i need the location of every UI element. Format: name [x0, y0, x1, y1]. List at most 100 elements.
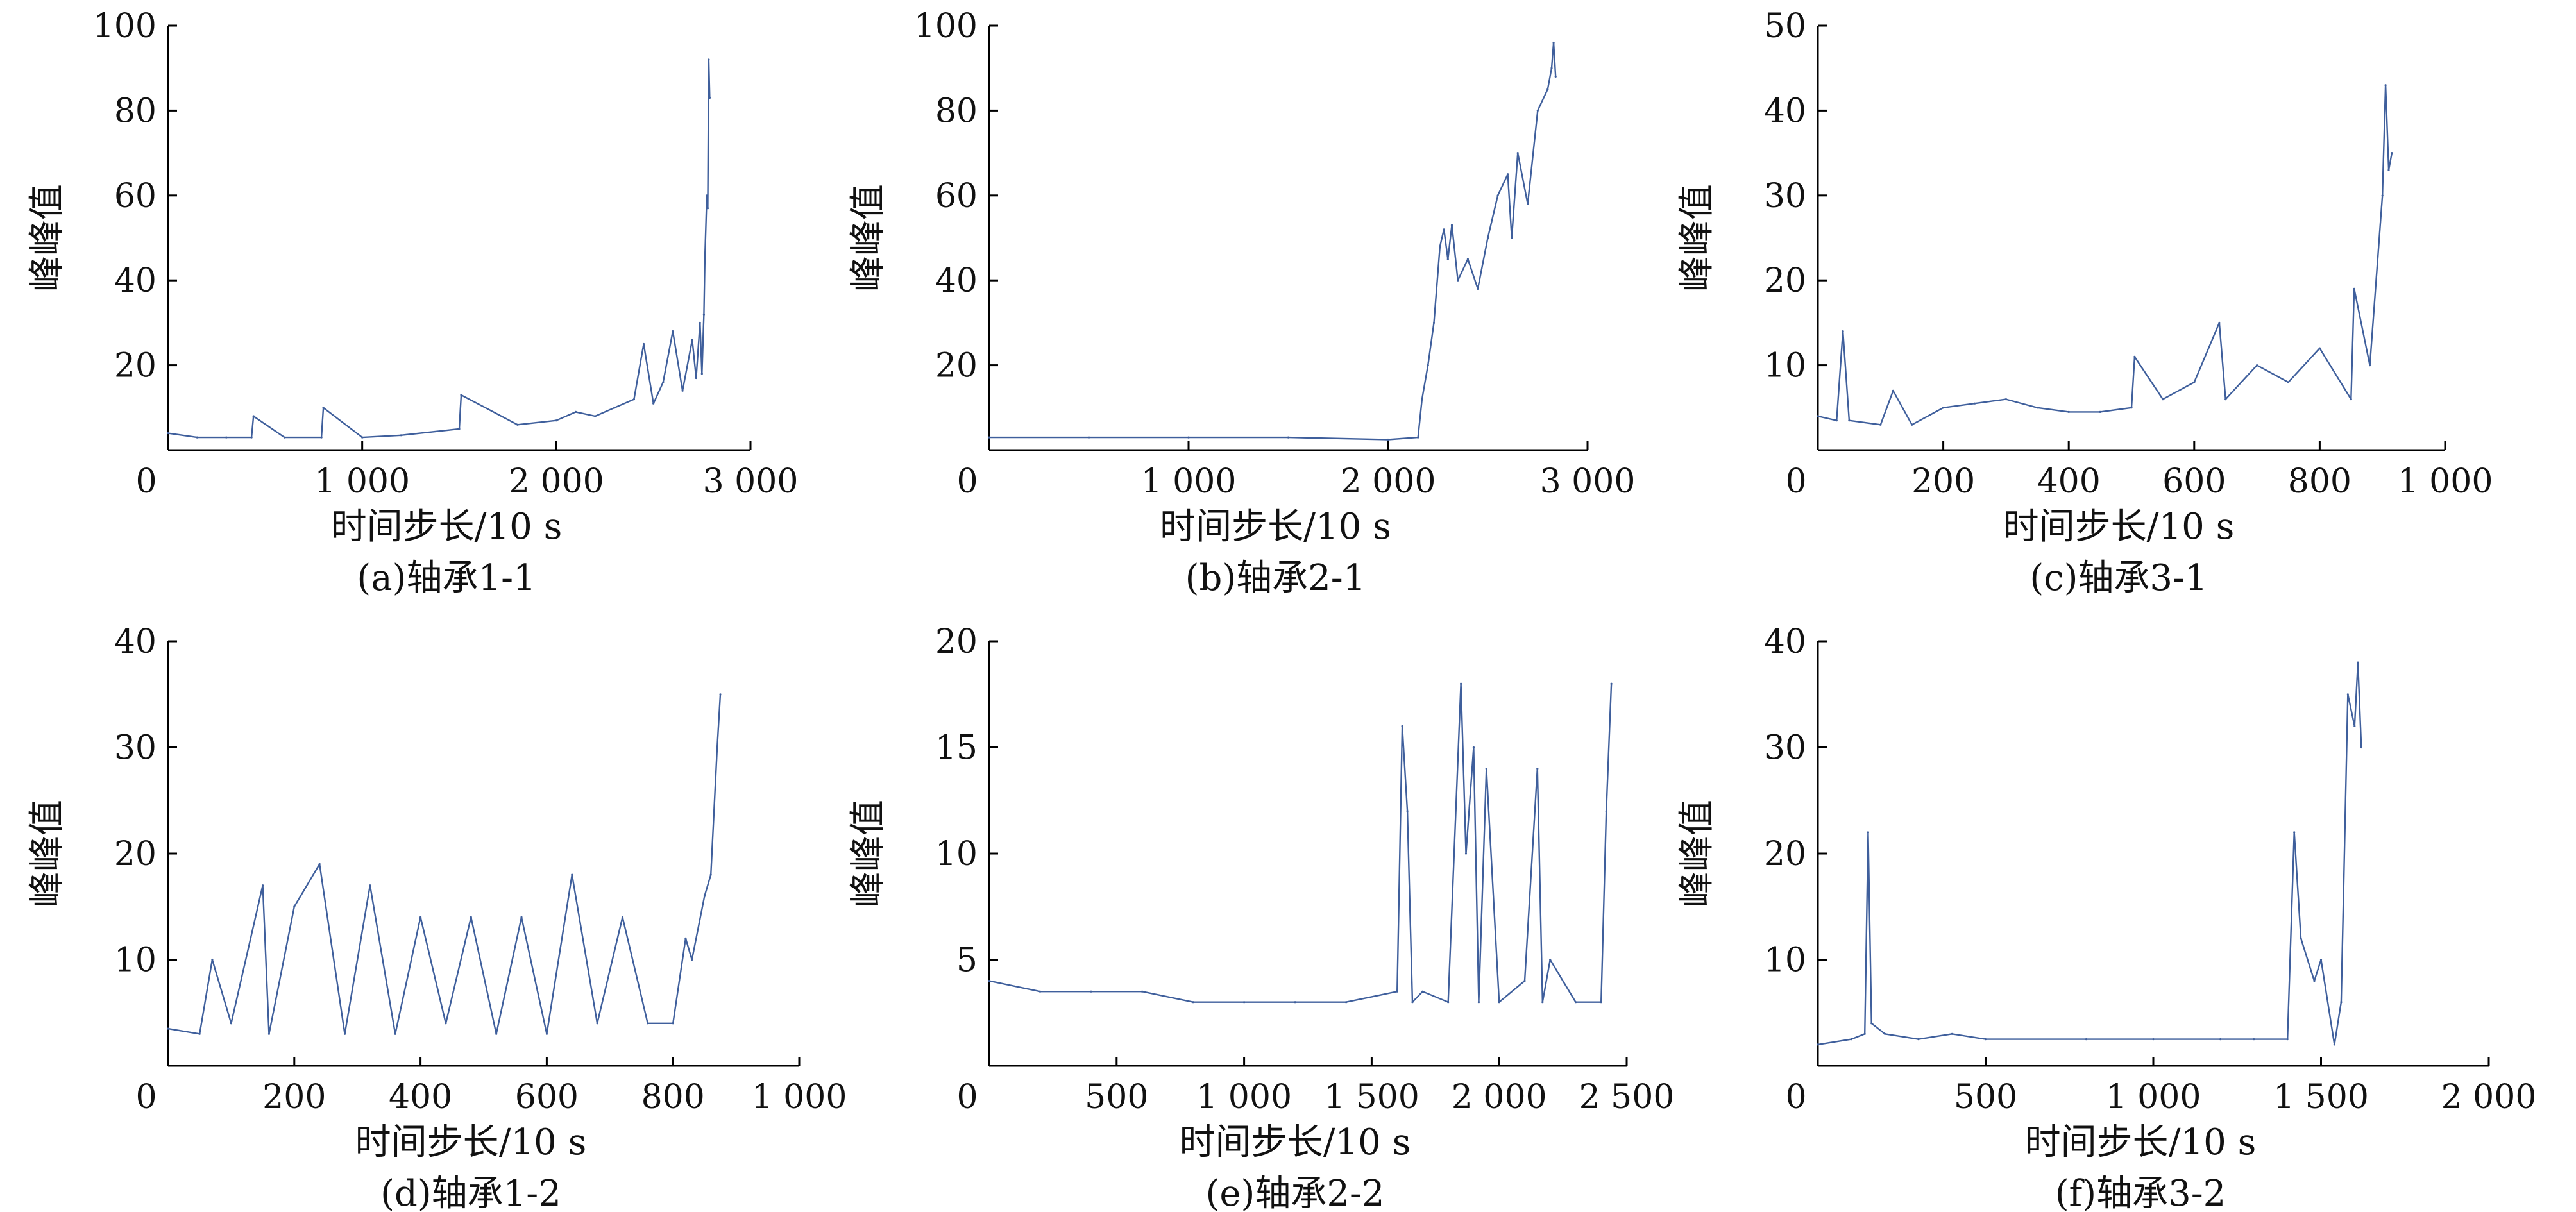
data-point — [1446, 258, 1449, 260]
data-point — [1884, 1032, 1886, 1035]
data-point — [1546, 88, 1549, 90]
y-axis-label: 峰峰值 — [26, 800, 68, 907]
data-point — [1942, 407, 1945, 409]
data-point — [716, 746, 718, 749]
data-point — [400, 434, 402, 437]
data-point — [1527, 203, 1529, 205]
data-point — [343, 1032, 346, 1035]
y-tick-label: 40 — [114, 262, 157, 300]
data-point — [621, 916, 624, 918]
y-tick-label: 10 — [1764, 347, 1806, 385]
data-point — [1863, 1032, 1866, 1035]
data-point — [2036, 407, 2038, 409]
panel-caption: (f)轴承3-2 — [2055, 1173, 2226, 1212]
data-point — [1911, 423, 1913, 426]
data-point — [2340, 1001, 2343, 1004]
data-point — [2353, 725, 2356, 727]
x-axis-label: 时间步长/10 s — [1180, 1122, 1411, 1163]
x-tick-label: 500 — [1085, 1078, 1148, 1116]
data-point — [988, 436, 990, 439]
y-axis-label: 峰峰值 — [847, 800, 889, 907]
data-point — [470, 916, 472, 918]
data-point — [1842, 330, 1844, 333]
y-tick-label: 80 — [935, 92, 978, 130]
data-point — [708, 96, 711, 99]
data-point — [2286, 1038, 2289, 1041]
x-tick-label: 2 000 — [2441, 1078, 2537, 1116]
data-point — [1507, 173, 1509, 176]
data-point — [1486, 237, 1489, 239]
data-point — [1610, 682, 1613, 685]
data-point — [1192, 1001, 1194, 1004]
data-point — [571, 873, 573, 876]
data-point — [2218, 321, 2221, 324]
data-point — [1879, 423, 1882, 426]
data-point — [1421, 398, 1423, 401]
data-point — [1951, 1032, 1953, 1035]
x-tick-label: 800 — [641, 1078, 705, 1116]
data-point — [1450, 224, 1453, 226]
data-point — [2253, 1038, 2255, 1041]
data-point — [225, 436, 228, 439]
data-point — [704, 258, 706, 260]
x-tick-label: 200 — [1911, 462, 1975, 501]
data-point — [1464, 852, 1468, 855]
y-tick-label: 60 — [935, 177, 978, 215]
data-point — [1287, 436, 1290, 439]
data-point — [2224, 398, 2227, 401]
data-point — [2350, 398, 2352, 401]
y-tick-label: 10 — [1764, 941, 1806, 980]
data-point — [1892, 389, 1894, 392]
data-point — [672, 330, 674, 333]
data-point — [2369, 364, 2371, 367]
data-point — [1401, 725, 1403, 727]
data-point — [545, 1032, 548, 1035]
data-point — [555, 419, 557, 422]
x-tick-label: 600 — [2162, 462, 2226, 501]
data-point — [211, 958, 214, 961]
panel-caption: (e)轴承2-2 — [1205, 1173, 1384, 1212]
data-point — [1087, 436, 1090, 439]
data-point — [662, 381, 665, 383]
data-point — [2099, 410, 2101, 414]
x-tick-label: 600 — [515, 1078, 579, 1116]
data-point — [2357, 661, 2359, 664]
y-axis-label: 峰峰值 — [847, 184, 889, 292]
data-point — [2067, 410, 2070, 414]
x-tick-label: 1 000 — [314, 462, 410, 501]
series-line — [1817, 84, 2393, 426]
y-tick-label: 30 — [114, 729, 157, 768]
data-point — [1472, 746, 1475, 749]
x-axis-label: 时间步长/10 s — [1160, 506, 1391, 548]
data-point — [2085, 1038, 2087, 1041]
data-point — [594, 415, 597, 417]
x-axis-label: 时间步长/10 s — [355, 1122, 587, 1163]
data-point — [1554, 75, 1557, 78]
data-point — [1817, 1043, 1819, 1046]
data-point — [1417, 436, 1419, 439]
y-tick-label: 10 — [935, 835, 978, 873]
x-tick-label: 2 000 — [509, 462, 604, 501]
data-point — [652, 402, 655, 405]
x-tick-label: 0 — [956, 462, 978, 501]
data-point — [1485, 768, 1487, 770]
chart-panel-5: 0 500 1 000 1 500 2 000 2 500 5 10 15 20 峰峰值时间步长/1… — [847, 623, 1674, 1212]
series-line — [989, 42, 1557, 441]
data-point — [2193, 381, 2196, 383]
data-point — [1574, 1001, 1577, 1004]
data-point — [706, 194, 708, 197]
x-tick-label: 2 500 — [1579, 1078, 1675, 1116]
data-point — [706, 207, 709, 210]
data-point — [2381, 194, 2384, 197]
data-point — [2293, 831, 2296, 834]
data-point — [691, 958, 693, 961]
x-tick-label: 400 — [389, 1078, 452, 1116]
data-point — [520, 916, 523, 918]
x-tick-label: 800 — [2288, 462, 2351, 501]
x-tick-label: 500 — [1954, 1078, 2017, 1116]
y-tick-label: 20 — [114, 347, 157, 385]
y-axis-label: 峰峰值 — [1676, 184, 1718, 292]
